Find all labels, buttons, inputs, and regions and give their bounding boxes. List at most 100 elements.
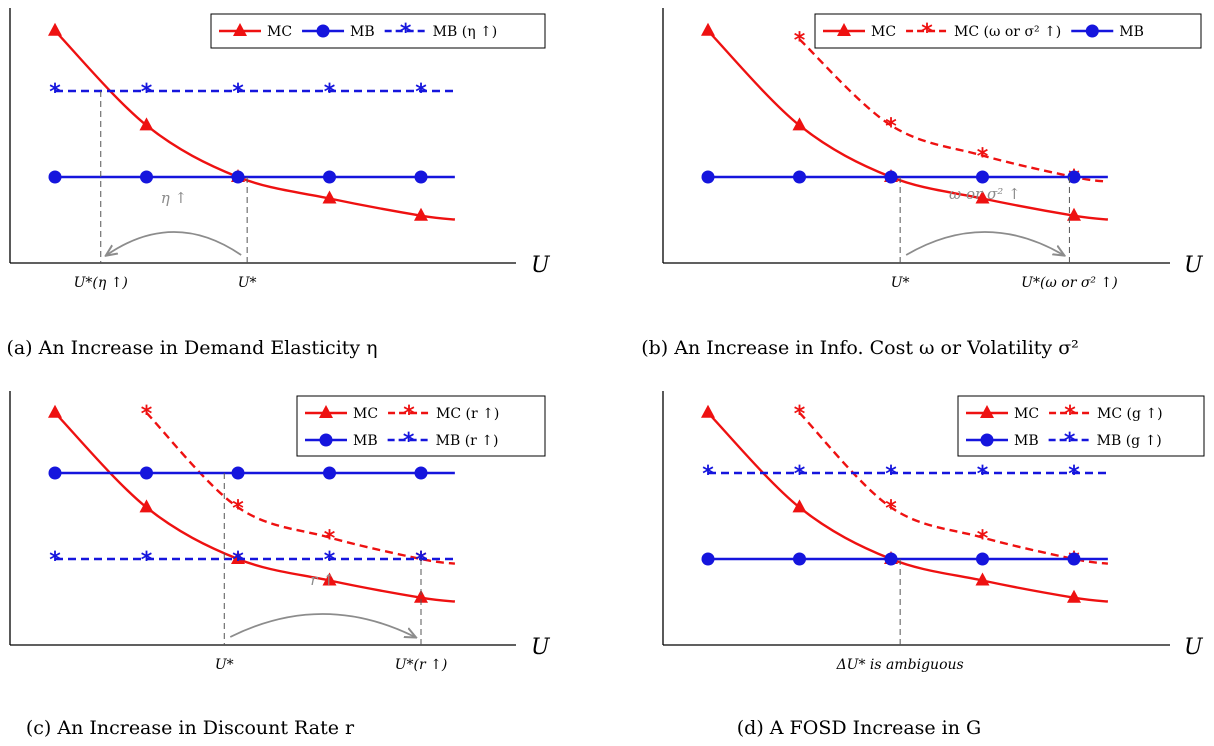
series-mb-r: * * * * * xyxy=(49,548,455,573)
data-point xyxy=(1067,207,1081,221)
legend-entry: MB (η ↑) xyxy=(433,24,498,40)
legend-entry: MC (ω or σ² ↑) xyxy=(954,24,1061,40)
panel-a: U* * * * *U*(η ↑) U*η ↑MC MB * MB (η ↑)(a) An In… xyxy=(6,8,551,359)
legend: MC MB * MB (η ↑) xyxy=(210,13,546,49)
panel-c: U***** * * * *U* U*(r ↑)r ↑MC * MC (r ↑)MB * MB (… xyxy=(9,391,551,739)
legend-box xyxy=(957,395,1205,457)
legend-marker: * xyxy=(403,402,415,427)
data-point xyxy=(139,117,154,131)
legend-marker xyxy=(316,24,330,38)
legend-marker xyxy=(980,433,994,447)
data-point xyxy=(792,499,807,513)
data-point xyxy=(1067,589,1081,603)
x-tick-label: U*(ω or σ² ↑) xyxy=(1021,275,1118,291)
data-point: * xyxy=(794,28,806,53)
x-axis-label: U xyxy=(531,253,551,278)
legend-marker xyxy=(980,405,994,418)
shift-annotation: r ↑ xyxy=(310,571,335,589)
legend-entry: MC (g ↑) xyxy=(1097,406,1163,422)
data-point: * xyxy=(324,527,336,552)
legend-entry: MC xyxy=(1014,406,1039,422)
legend-entry: MC xyxy=(267,24,292,40)
data-point xyxy=(231,170,245,184)
data-point xyxy=(414,466,428,480)
shift-arrow xyxy=(107,231,242,255)
shift-arrow xyxy=(905,231,1063,255)
series-line xyxy=(707,29,1109,221)
legend-entry: MB (g ↑) xyxy=(1097,433,1162,449)
data-point xyxy=(414,589,428,603)
series-mb-g: * * * * * xyxy=(702,462,1108,487)
data-point xyxy=(48,466,62,480)
panel-caption: (a) An Increase in Demand Elasticity η xyxy=(6,337,377,359)
x-tick-label: U* xyxy=(238,275,257,291)
legend-marker: * xyxy=(921,20,933,45)
data-point xyxy=(48,170,62,184)
series-mc xyxy=(701,22,1109,221)
data-point xyxy=(231,466,245,480)
x-axis-label: U xyxy=(1184,635,1204,660)
legend-marker xyxy=(319,405,333,418)
data-point xyxy=(793,552,806,566)
legend-entry: MB (r ↑) xyxy=(436,433,499,449)
legend-entry: MB xyxy=(353,433,378,449)
data-point xyxy=(139,499,154,513)
legend-entry: MB xyxy=(1014,433,1039,449)
legend-marker xyxy=(319,433,333,447)
series-mc xyxy=(48,404,456,603)
data-point xyxy=(322,190,337,204)
data-point xyxy=(701,552,715,566)
data-point: * xyxy=(49,548,61,573)
panel-b: U****U*U*(ω or σ² ↑)ω or σ² ↑MC*MC (ω or… xyxy=(641,8,1204,359)
shift-annotation: η ↑ xyxy=(161,189,187,207)
legend: MC * MC (ω or σ² ↑) MB xyxy=(814,13,1202,49)
legend-entry: MB xyxy=(1119,24,1144,40)
data-point xyxy=(975,190,990,204)
x-tick-label: ΔU* is ambiguous xyxy=(836,657,964,673)
legend-marker: * xyxy=(1064,402,1076,427)
data-point xyxy=(793,170,806,184)
data-point: * xyxy=(324,548,336,573)
data-point xyxy=(140,170,153,184)
data-point xyxy=(975,572,990,586)
legend-entry: MC (r ↑) xyxy=(436,406,499,422)
legend-entry: MB xyxy=(350,24,375,40)
panel-caption: (b) An Increase in Info. Cost ω or Volat… xyxy=(641,337,1079,359)
data-point: * xyxy=(232,548,244,573)
series-mc xyxy=(48,22,456,221)
data-point xyxy=(884,552,898,566)
legend-marker xyxy=(233,23,247,36)
data-point xyxy=(322,572,337,586)
data-point xyxy=(792,117,807,131)
data-point xyxy=(48,404,62,418)
series-line xyxy=(145,411,456,565)
legend-marker: * xyxy=(403,429,415,454)
data-point: * xyxy=(977,145,989,170)
data-point: * xyxy=(232,80,244,105)
data-point: * xyxy=(885,114,897,139)
legend-box xyxy=(210,13,546,49)
data-point: * xyxy=(702,462,714,487)
legend: MC * MC (r ↑) MB * MB (r ↑) xyxy=(296,395,546,457)
legend: MC * MC (g ↑) MB * MB (g ↑) xyxy=(957,395,1205,457)
series-line xyxy=(798,38,1109,183)
legend-marker xyxy=(1085,24,1099,38)
data-point: * xyxy=(141,80,153,105)
panel-caption: (c) An Increase in Discount Rate r xyxy=(26,717,355,739)
legend-marker xyxy=(837,23,851,36)
data-point xyxy=(323,466,336,480)
data-point: * xyxy=(141,548,153,573)
data-point: * xyxy=(977,527,989,552)
data-point xyxy=(976,552,989,566)
data-point: * xyxy=(324,80,336,105)
series-mb xyxy=(48,170,455,184)
data-point: * xyxy=(885,462,897,487)
x-tick-label: U*(r ↑) xyxy=(395,657,448,673)
data-point xyxy=(48,22,62,36)
legend-box xyxy=(296,395,546,457)
series-line xyxy=(798,411,1109,565)
shift-annotation: ω or σ² ↑ xyxy=(949,185,1021,203)
data-point: * xyxy=(232,496,244,521)
data-point xyxy=(140,466,153,480)
